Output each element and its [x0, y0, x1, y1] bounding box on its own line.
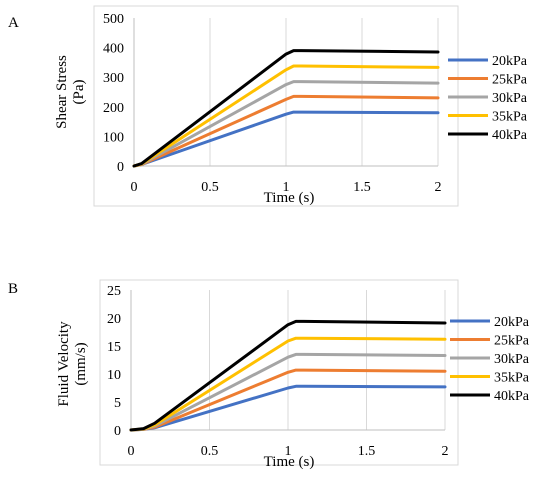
panel-b-y-axis-title-line: (mm/s)	[73, 342, 89, 385]
panel-b-legend-label: 25kPa	[494, 334, 530, 349]
panel-a-y-tick-label: 500	[103, 12, 124, 27]
panel-b-x-tick-label: 2	[442, 444, 449, 459]
panel-b-x-tick-label: 1.5	[358, 444, 376, 459]
panel-b-x-tick-label: 0	[128, 444, 135, 459]
panel-a-y-axis-title: Shear Stress(Pa)	[54, 55, 87, 129]
panel-b-x-tick-label: 0.5	[201, 444, 219, 459]
panel-b-y-tick-label: 5	[114, 396, 121, 411]
panel-a-legend-label: 35kPa	[492, 110, 528, 125]
panel-a-x-tick-label: 1	[283, 180, 290, 195]
panel-b-y-tick-label: 20	[107, 312, 121, 327]
panel-b-frame	[99, 279, 459, 466]
panel-a-y-axis-title-line: (Pa)	[71, 80, 87, 105]
panel-a-y-tick-label: 0	[117, 160, 124, 175]
panel-a-series-40kpa	[132, 49, 440, 168]
panel-a-frame	[93, 5, 459, 207]
panel-b-y-axis-title: Fluid Velocity(mm/s)	[56, 321, 89, 407]
panel-b-x-axis-title: Time (s)	[264, 454, 315, 470]
panel-a-letter: A	[8, 15, 19, 31]
panel-a-legend-label: 40kPa	[492, 128, 528, 143]
panel-a-x-tick-label: 1.5	[353, 180, 371, 195]
panel-b-letter: B	[8, 281, 19, 297]
panel-b-legend-label: 20kPa	[494, 315, 530, 330]
panel-a-x-tick-label: 0	[131, 180, 138, 195]
panel-a-x-tick-label: 0.5	[201, 180, 219, 195]
panel-b-y-tick-label: 25	[107, 284, 121, 299]
panel-a-y-axis-title-line: Shear Stress	[54, 55, 70, 129]
panel-b-y-tick-label: 15	[107, 340, 121, 355]
panel-a-x-axis-title: Time (s)	[264, 190, 315, 206]
panel-a-x-tick-label: 2	[435, 180, 442, 195]
panel-b-series-40kpa	[129, 319, 447, 432]
panel-b-y-tick-label: 10	[107, 368, 121, 383]
panel-b-legend-label: 40kPa	[494, 389, 530, 404]
panel-a-y-tick-label: 100	[103, 130, 124, 145]
panel-a-legend-label: 25kPa	[492, 73, 528, 88]
panel-a-legend-label: 30kPa	[492, 91, 528, 106]
panel-a-y-tick-label: 400	[103, 42, 124, 57]
panel-b-legend-label: 30kPa	[494, 352, 530, 367]
panel-b-legend-label: 35kPa	[494, 371, 530, 386]
panel-b-y-axis-title-line: Fluid Velocity	[56, 321, 72, 407]
panel-a-legend-label: 20kPa	[492, 54, 528, 69]
panel-a-y-tick-label: 200	[103, 101, 124, 116]
panel-b-y-tick-label: 0	[114, 424, 121, 439]
panel-a-y-tick-label: 300	[103, 71, 124, 86]
panel-b-x-tick-label: 1	[285, 444, 292, 459]
